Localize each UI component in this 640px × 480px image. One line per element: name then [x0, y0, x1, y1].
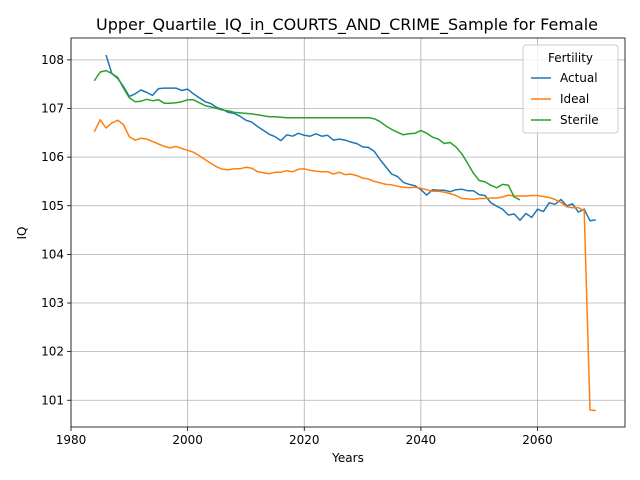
x-tick-label: 2040: [406, 433, 437, 447]
series-line-sterile: [93, 69, 521, 201]
y-tick-label: 108: [41, 53, 64, 67]
x-tick-label: 2060: [522, 433, 553, 447]
series-line-actual: [105, 54, 596, 222]
grid: [70, 38, 625, 427]
legend-title: Fertility: [548, 51, 593, 65]
x-axis-label: Years: [331, 451, 364, 465]
y-tick-label: 106: [41, 150, 64, 164]
x-tick-label: 1980: [56, 433, 87, 447]
y-tick-label: 107: [41, 102, 64, 116]
legend-label-sterile: Sterile: [560, 113, 599, 127]
legend-label-ideal: Ideal: [560, 92, 589, 106]
x-tick-label: 2020: [289, 433, 320, 447]
y-axis-label: IQ: [15, 227, 29, 240]
axis-ticks: 1980 2000 2020 2040 2060 101 102 103 104 105 106 10…: [41, 53, 553, 447]
legend-label-actual: Actual: [560, 71, 598, 85]
legend-box: [522, 44, 619, 134]
y-tick-label: 103: [41, 296, 64, 310]
series-line-ideal: [93, 118, 596, 412]
y-tick-label: 104: [41, 247, 64, 261]
legend: Fertility Actual Ideal Sterile: [522, 44, 619, 134]
chart-title: Upper_Quartile_IQ_in_COURTS_AND_CRIME_Sa…: [96, 15, 598, 35]
y-tick-label: 105: [41, 199, 64, 213]
series-layer: [93, 54, 596, 412]
plot-frame: [70, 37, 626, 428]
y-tick-label: 101: [41, 393, 64, 407]
x-tick-label: 2000: [172, 433, 203, 447]
y-tick-label: 102: [41, 345, 64, 359]
